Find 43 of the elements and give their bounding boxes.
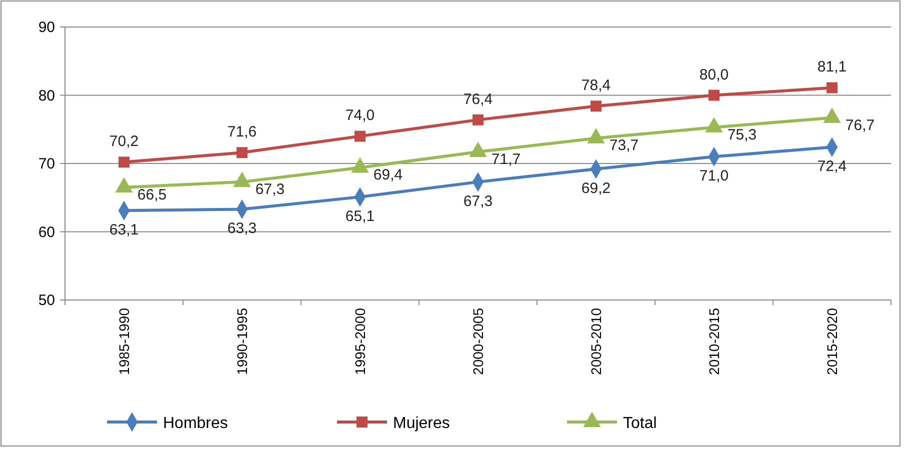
point [354, 130, 366, 142]
x-tick-label: 1985-1990 [116, 308, 132, 375]
data-label: 78,4 [581, 77, 611, 94]
data-label: 75,3 [727, 126, 757, 144]
y-tick-label: 70 [38, 156, 55, 172]
data-label: 63,1 [109, 222, 139, 239]
x-tick-label: 1990-1995 [234, 308, 250, 375]
point [472, 114, 484, 126]
data-label: 76,4 [463, 90, 493, 108]
legend-label: Mujeres [393, 415, 450, 432]
legend-label: Hombres [163, 415, 228, 432]
y-tick-label: 90 [38, 19, 55, 36]
x-tick-label: 2005-2010 [588, 308, 604, 375]
data-label: 66,5 [137, 186, 167, 204]
point [118, 156, 130, 168]
point [708, 90, 720, 101]
data-label: 69,2 [581, 180, 611, 197]
data-label: 63,3 [227, 220, 257, 238]
y-tick-label: 60 [38, 224, 55, 241]
x-tick-label: 2015-2020 [824, 308, 840, 375]
data-label: 67,3 [255, 180, 285, 198]
data-label: 73,7 [609, 137, 639, 154]
point [826, 82, 838, 94]
data-label: 81,1 [817, 58, 847, 76]
y-tick-label: 50 [38, 292, 55, 309]
legend-label: Total [623, 415, 657, 432]
x-tick-label: 2010-2015 [706, 308, 722, 375]
data-label: 76,7 [845, 116, 875, 134]
data-label: 80,0 [699, 66, 729, 84]
data-label: 67,3 [463, 192, 493, 210]
y-tick-label: 80 [38, 87, 55, 104]
data-label: 65,1 [345, 208, 375, 225]
data-label: 71,7 [491, 150, 521, 168]
point [236, 147, 248, 158]
data-label: 70,2 [109, 133, 139, 150]
x-tick-label: 1995-2000 [352, 308, 368, 375]
data-label: 72,4 [817, 158, 847, 176]
data-label: 71,6 [227, 124, 257, 141]
data-label: 71,0 [699, 168, 729, 185]
point [590, 100, 602, 112]
data-label: 74,0 [345, 107, 375, 124]
x-tick-label: 2000-2005 [470, 308, 486, 375]
data-label: 69,4 [373, 166, 403, 184]
